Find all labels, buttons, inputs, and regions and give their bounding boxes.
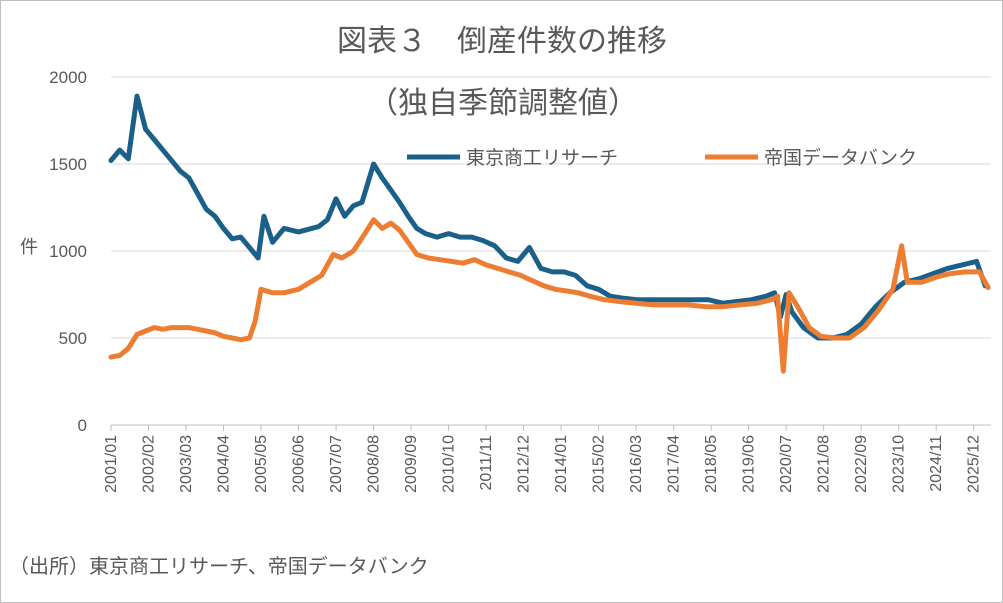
x-tick-label: 2018/05: [703, 435, 720, 493]
y-tick-label: 0: [78, 416, 87, 435]
x-tick-label: 2003/03: [178, 435, 195, 493]
x-tick-label: 2002/02: [141, 435, 158, 493]
x-tick-label: 2014/01: [553, 435, 570, 493]
x-tick-label: 2004/04: [216, 435, 233, 493]
x-tick-label: 2015/02: [591, 435, 608, 493]
y-axis-label: 件: [20, 237, 38, 258]
y-tick-label: 500: [59, 329, 87, 348]
x-tick-label: 2021/08: [816, 435, 833, 493]
source-note: （出所）東京商工リサーチ、帝国データバンク: [9, 554, 429, 578]
x-tick-label: 2006/06: [291, 435, 308, 493]
legend: 東京商工リサーチ 帝国データバンク: [407, 147, 917, 169]
series-layer: [108, 93, 991, 374]
chart-subtitle: （独自季節調整値）: [368, 86, 638, 121]
series-line-0: [108, 93, 988, 341]
x-tick-label: 2008/08: [366, 435, 383, 493]
legend-label-tdb: 帝国データバンク: [764, 147, 917, 169]
x-tick-label: 2011/11: [478, 435, 495, 491]
y-tick-label: 1500: [49, 155, 87, 174]
x-tick-label: 2010/10: [441, 435, 458, 493]
series-line-1: [108, 217, 991, 374]
x-tick-label: 2017/04: [666, 435, 683, 493]
x-tick-label: 2016/03: [628, 435, 645, 493]
legend-label-tsr: 東京商工リサーチ: [466, 147, 618, 169]
x-tick-label: 2025/12: [966, 435, 983, 493]
x-tick-label: 2001/01: [103, 435, 120, 493]
x-tick-label: 2009/09: [403, 435, 420, 493]
x-tick-label: 2005/05: [253, 435, 270, 493]
x-tick-label: 2022/09: [853, 435, 870, 493]
x-tick-label: 2019/06: [741, 435, 758, 493]
x-tick-label: 2023/10: [891, 435, 908, 493]
y-tick-label: 1000: [49, 242, 87, 261]
x-tick-label: 2007/07: [328, 435, 345, 493]
x-tick-labels: 2001/01 2002/02 2003/03 2004/04 2005/05 2006/…: [103, 425, 983, 493]
y-tick-label: 2000: [49, 68, 87, 87]
x-tick-label: 2020/07: [778, 435, 795, 493]
x-tick-label: 2024/11: [928, 435, 945, 492]
x-tick-label: 2012/12: [516, 435, 533, 493]
chart-title: 図表３ 倒産件数の推移: [337, 24, 667, 59]
y-tick-labels: 0 500 1000 1500 2000: [49, 68, 87, 435]
grid-layer: [111, 76, 991, 426]
